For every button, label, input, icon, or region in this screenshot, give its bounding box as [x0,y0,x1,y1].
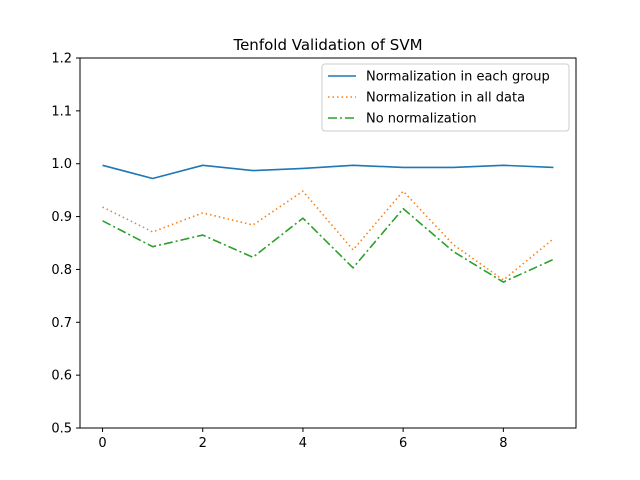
y-tick-label: 1.2 [51,52,72,67]
y-tick-label: 0.6 [51,369,72,384]
series-line-2 [102,190,554,281]
x-tick-label: 8 [499,436,507,451]
plot-frame [79,57,577,429]
y-tick-label: 0.9 [51,210,72,225]
chart-title: Tenfold Validation of SVM [232,36,422,54]
legend: Normalization in each group Normalization… [321,63,570,132]
legend-label: No normalization [366,112,477,127]
legend-label: Normalization in all data [366,91,525,106]
x-tick-label: 4 [299,436,307,451]
series-lines [102,164,554,283]
x-tick-label: 6 [399,436,407,451]
y-tick-label: 0.5 [51,422,72,437]
y-tick-label: 0.8 [51,263,72,278]
x-tick-label: 2 [199,436,207,451]
y-tick-label: 1.1 [51,104,72,119]
y-tick-label: 1.0 [51,157,72,172]
legend-box [321,63,570,132]
series-line-1 [102,164,554,180]
x-tick-label: 0 [98,436,106,451]
series-line-3 [102,207,554,283]
axis-ticks: 0 2 4 6 8 0.5 0.6 0.7 0.8 0.9 1.0 1.1 1.2 [51,52,507,452]
y-tick-label: 0.7 [51,316,72,331]
legend-label: Normalization in each group [366,70,550,85]
